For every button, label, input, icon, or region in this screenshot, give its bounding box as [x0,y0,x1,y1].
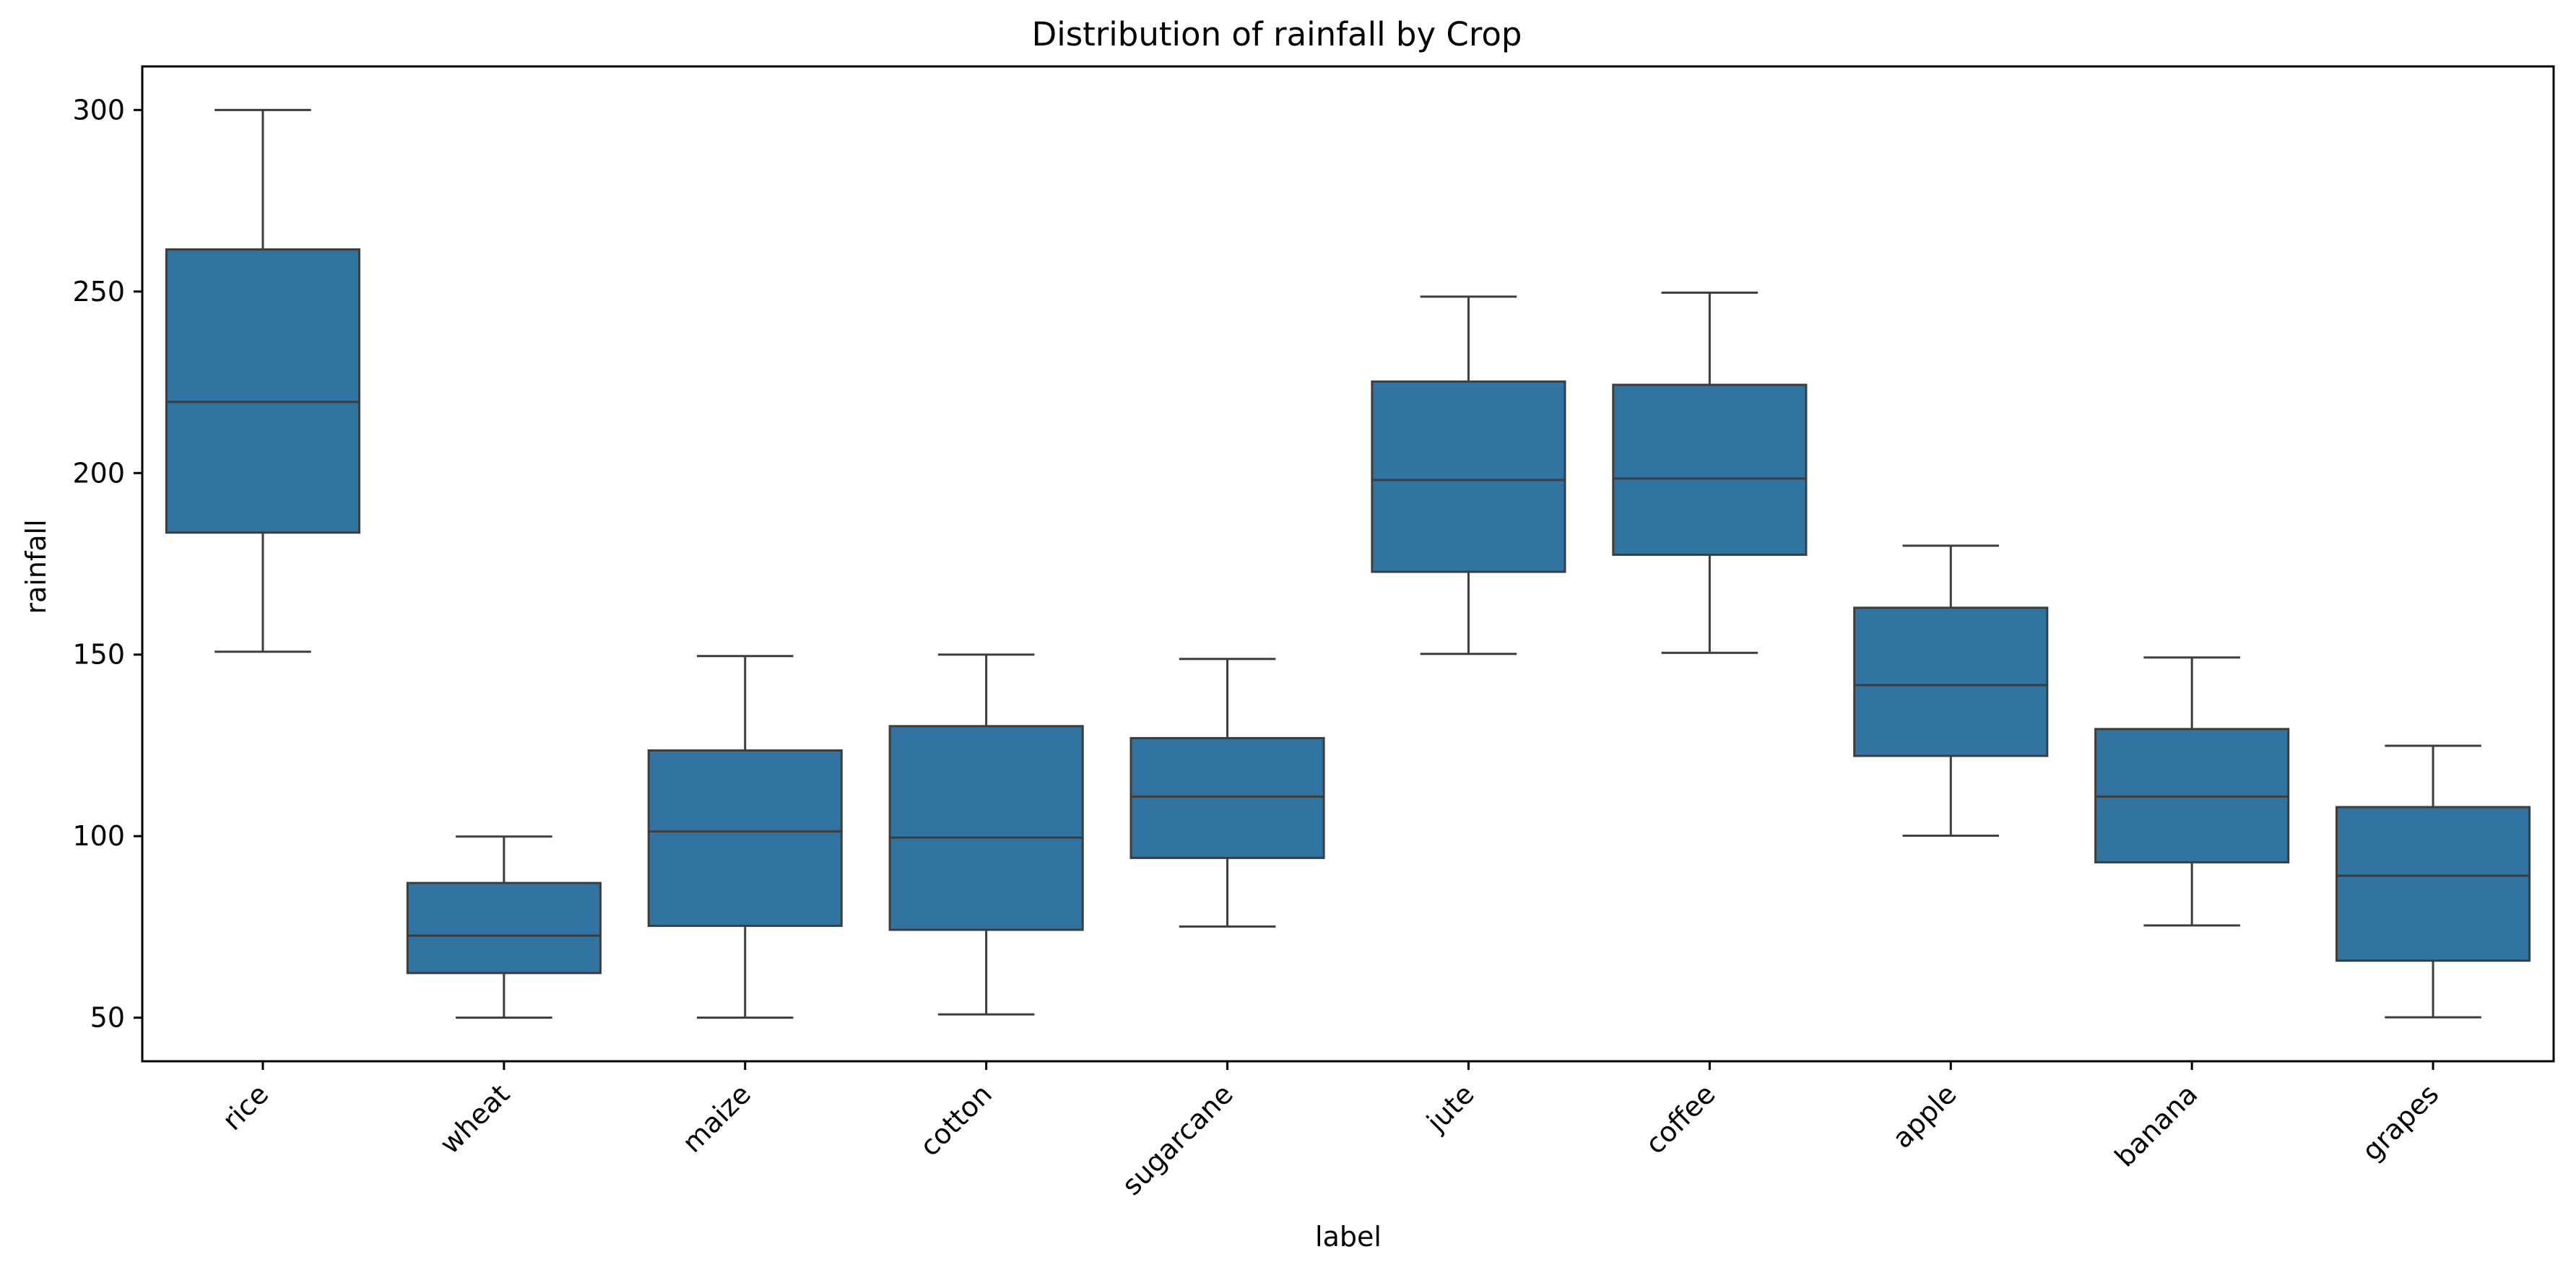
box-body [647,749,843,927]
box-sugarcane [1129,658,1325,928]
box-cotton [888,653,1084,1016]
y-tick-label: 100 [72,820,125,852]
y-tick-label: 250 [72,276,125,308]
plot-frame [141,65,2555,1063]
box-wheat [406,835,602,1019]
y-tick-label: 300 [72,94,125,126]
box-maize [647,655,843,1019]
box-body [1129,736,1325,859]
chart-title: Distribution of rainfall by Crop [1032,15,1522,53]
y-tick-label: 50 [90,1002,125,1034]
box-body [1371,380,1566,573]
box-grapes [2335,744,2531,1019]
y-tick-label: 200 [72,457,125,489]
box-body [2335,806,2531,962]
y-tick-label: 150 [72,639,125,671]
box-body [165,248,361,534]
box-coffee [1612,291,1808,654]
box-body [1853,606,2049,757]
x-axis-label: label [1315,1221,1382,1253]
box-banana [2094,656,2290,927]
y-axis: 50 100 150 200 250 300 [72,94,142,1034]
y-axis-label: rainfall [20,519,52,614]
box-rice [165,108,361,653]
box-apple [1853,544,2049,837]
boxes-layer [165,108,2531,1019]
box-body [406,881,602,975]
box-body [1612,383,1808,556]
box-jute [1371,295,1566,656]
box-body [888,725,1084,931]
